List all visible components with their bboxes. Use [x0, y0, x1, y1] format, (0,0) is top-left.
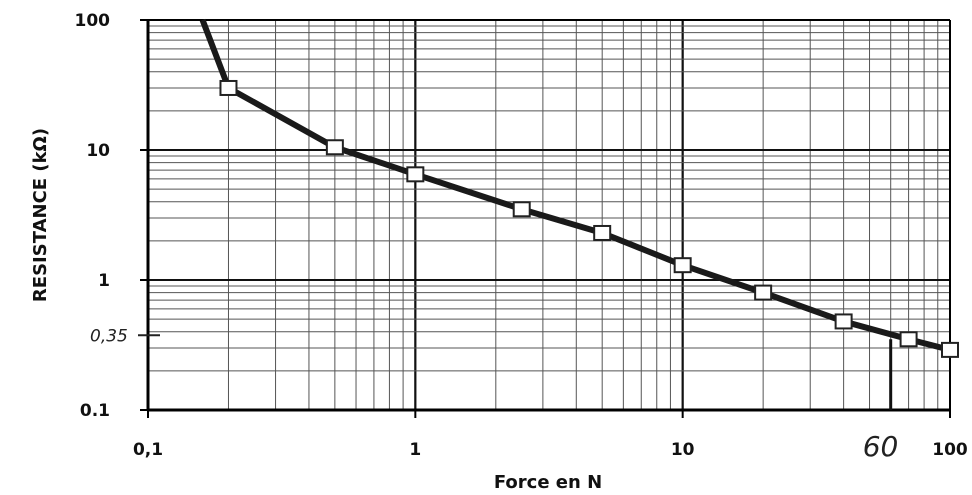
x-tick-label: 100 [932, 440, 968, 460]
x-axis-title: Force en N [494, 472, 602, 493]
x-tick-label: 10 [671, 440, 695, 460]
y-tick-label: 0.1 [80, 401, 110, 421]
axes [146, 19, 951, 412]
y-axis-title: RESISTANCE (kΩ) [30, 128, 51, 302]
data-point-marker [941, 341, 959, 358]
y-tick-label: 10 [86, 141, 110, 161]
data-point-marker [512, 201, 531, 218]
annotation-label-y: 0,35 [90, 326, 128, 346]
annotation-label-x: 60 [863, 430, 899, 463]
y-tick-label: 100 [75, 11, 111, 31]
series [199, 18, 959, 358]
data-point-marker [899, 331, 918, 348]
x-tick-label: 1 [409, 440, 421, 460]
data-point-marker [593, 224, 612, 241]
data-point-marker [219, 79, 238, 96]
annotations: 0,35 60 [90, 326, 898, 463]
data-point-marker [754, 284, 773, 301]
data-point-marker [325, 139, 344, 156]
y-tick-label: 1 [98, 271, 110, 291]
tick-labels: 0,1 1 10 100 0.1 1 10 100 [75, 11, 968, 460]
data-point-marker [406, 166, 425, 183]
data-point-marker [834, 313, 853, 330]
data-point-marker [673, 257, 692, 274]
x-tick-label: 0,1 [133, 440, 163, 460]
